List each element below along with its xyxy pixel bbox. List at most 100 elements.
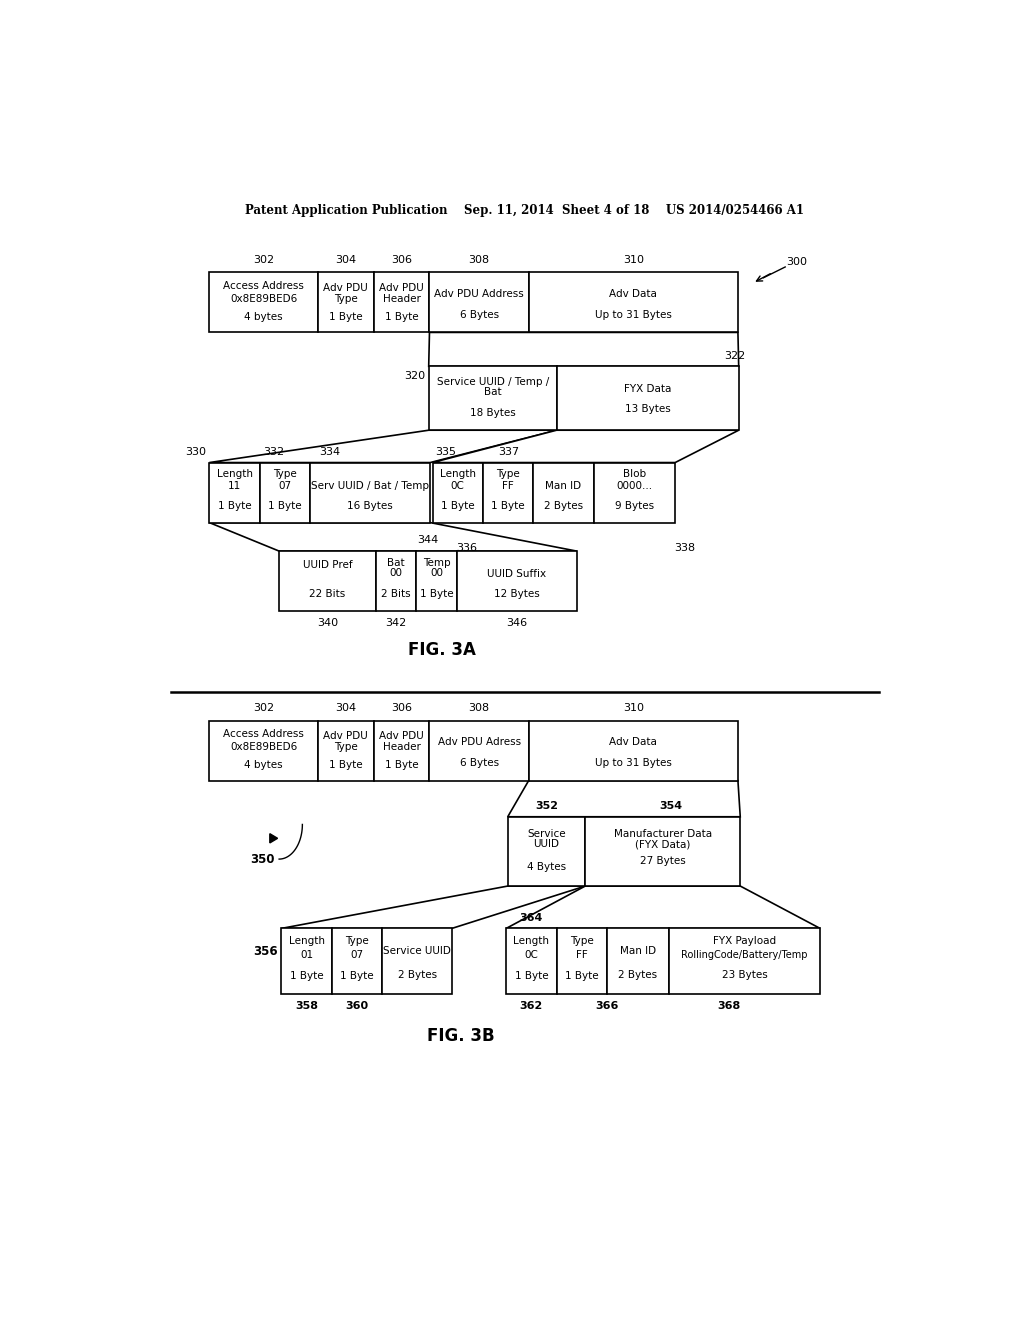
Text: 1 Byte: 1 Byte bbox=[268, 500, 302, 511]
Text: 350: 350 bbox=[251, 853, 275, 866]
Text: Access Address: Access Address bbox=[223, 281, 304, 292]
Text: 16 Bytes: 16 Bytes bbox=[347, 500, 393, 511]
Text: 366: 366 bbox=[595, 1001, 618, 1011]
Text: 304: 304 bbox=[335, 255, 356, 265]
Bar bbox=[429, 272, 528, 333]
Bar bbox=[557, 928, 607, 994]
Text: 332: 332 bbox=[263, 446, 284, 457]
Text: 18 Bytes: 18 Bytes bbox=[470, 408, 515, 417]
Text: 308: 308 bbox=[469, 704, 489, 713]
Text: 330: 330 bbox=[185, 446, 206, 457]
Text: 306: 306 bbox=[391, 704, 412, 713]
Text: 27 Bytes: 27 Bytes bbox=[640, 857, 686, 866]
Polygon shape bbox=[508, 780, 740, 817]
Text: 354: 354 bbox=[658, 801, 682, 810]
Text: Adv PDU: Adv PDU bbox=[324, 282, 369, 293]
Text: Adv PDU: Adv PDU bbox=[379, 731, 424, 741]
Bar bbox=[317, 272, 374, 333]
Text: UUID: UUID bbox=[534, 840, 559, 850]
Text: Serv UUID / Bat / Temp: Serv UUID / Bat / Temp bbox=[311, 480, 429, 491]
Bar bbox=[317, 721, 374, 780]
Bar bbox=[209, 721, 317, 780]
Text: 2 Bits: 2 Bits bbox=[381, 589, 411, 599]
Polygon shape bbox=[506, 886, 820, 928]
Polygon shape bbox=[282, 886, 586, 928]
Bar bbox=[382, 928, 452, 994]
Bar bbox=[280, 552, 376, 611]
Text: Type: Type bbox=[273, 469, 297, 479]
Bar bbox=[310, 462, 430, 523]
Text: Type: Type bbox=[570, 936, 594, 945]
Text: Bat: Bat bbox=[483, 388, 502, 397]
Text: Adv Data: Adv Data bbox=[609, 737, 657, 747]
Text: 1 Byte: 1 Byte bbox=[340, 972, 374, 981]
Text: 334: 334 bbox=[319, 446, 341, 457]
Text: 310: 310 bbox=[623, 704, 644, 713]
Text: 4 bytes: 4 bytes bbox=[245, 312, 283, 322]
Text: 344: 344 bbox=[418, 536, 438, 545]
Text: 337: 337 bbox=[499, 446, 519, 457]
Text: 0000...: 0000... bbox=[616, 480, 652, 491]
Polygon shape bbox=[429, 333, 738, 367]
Text: 0x8E89BED6: 0x8E89BED6 bbox=[230, 293, 297, 304]
Text: 1 Byte: 1 Byte bbox=[329, 760, 362, 770]
Text: 304: 304 bbox=[335, 704, 356, 713]
Text: 2 Bytes: 2 Bytes bbox=[544, 500, 583, 511]
Text: Type: Type bbox=[345, 936, 369, 945]
Text: FIG. 3A: FIG. 3A bbox=[408, 640, 476, 659]
Bar bbox=[528, 272, 738, 333]
Text: 00: 00 bbox=[430, 569, 443, 578]
Bar bbox=[607, 928, 669, 994]
Text: 336: 336 bbox=[457, 543, 477, 553]
Text: FF: FF bbox=[575, 949, 588, 960]
Text: 1 Byte: 1 Byte bbox=[515, 972, 548, 981]
Bar bbox=[586, 817, 740, 886]
Text: FF: FF bbox=[502, 480, 514, 491]
Text: Blob: Blob bbox=[623, 469, 646, 479]
Bar bbox=[557, 367, 738, 430]
Text: Service UUID / Temp /: Service UUID / Temp / bbox=[436, 376, 549, 387]
Text: 310: 310 bbox=[623, 255, 644, 265]
Text: 308: 308 bbox=[469, 255, 489, 265]
Text: 340: 340 bbox=[317, 619, 338, 628]
Text: UUID Suffix: UUID Suffix bbox=[487, 569, 546, 579]
Text: Temp: Temp bbox=[423, 557, 451, 568]
Bar bbox=[374, 272, 429, 333]
Text: 07: 07 bbox=[279, 480, 292, 491]
Text: Access Address: Access Address bbox=[223, 730, 304, 739]
Text: 358: 358 bbox=[295, 1001, 318, 1011]
Text: 320: 320 bbox=[403, 371, 425, 380]
Text: 11: 11 bbox=[228, 480, 242, 491]
Text: 0C: 0C bbox=[524, 949, 539, 960]
Text: Up to 31 Bytes: Up to 31 Bytes bbox=[595, 310, 672, 319]
Text: 368: 368 bbox=[718, 1001, 740, 1011]
Text: Type: Type bbox=[334, 293, 357, 304]
Text: Bat: Bat bbox=[387, 557, 404, 568]
Text: 1 Byte: 1 Byte bbox=[441, 500, 474, 511]
Text: (FYX Data): (FYX Data) bbox=[635, 840, 690, 850]
Bar bbox=[209, 272, 317, 333]
Bar bbox=[374, 721, 429, 780]
Text: Adv PDU Adress: Adv PDU Adress bbox=[437, 737, 520, 747]
Text: FYX Payload: FYX Payload bbox=[713, 936, 776, 945]
Text: 12 Bytes: 12 Bytes bbox=[494, 589, 540, 599]
Text: 300: 300 bbox=[786, 257, 807, 268]
Text: 1 Byte: 1 Byte bbox=[290, 972, 324, 981]
Text: 2 Bytes: 2 Bytes bbox=[618, 970, 657, 979]
Text: Adv PDU Address: Adv PDU Address bbox=[434, 289, 524, 298]
Text: 1 Byte: 1 Byte bbox=[492, 500, 525, 511]
Text: 9 Bytes: 9 Bytes bbox=[614, 500, 654, 511]
Bar bbox=[429, 721, 528, 780]
Bar bbox=[209, 462, 260, 523]
Polygon shape bbox=[209, 523, 577, 552]
Text: 356: 356 bbox=[253, 945, 278, 958]
Polygon shape bbox=[270, 834, 278, 843]
Text: 302: 302 bbox=[253, 704, 274, 713]
Text: 342: 342 bbox=[385, 619, 407, 628]
Text: 6 Bytes: 6 Bytes bbox=[460, 758, 499, 768]
Text: 352: 352 bbox=[535, 801, 558, 810]
Text: 1 Byte: 1 Byte bbox=[385, 760, 419, 770]
Text: Adv PDU: Adv PDU bbox=[379, 282, 424, 293]
Bar bbox=[432, 462, 483, 523]
Bar bbox=[282, 928, 332, 994]
